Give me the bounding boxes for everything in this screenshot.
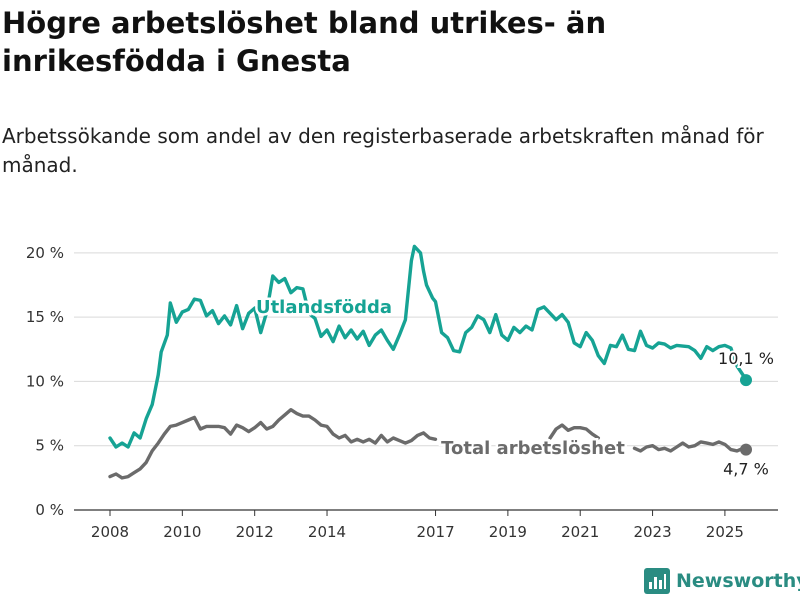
brand: Newsworthy xyxy=(644,568,800,594)
utlandsfodda-line xyxy=(108,244,748,449)
x-tick-label: 2025 xyxy=(706,523,744,541)
y-tick-label: 10 % xyxy=(26,372,64,390)
y-tick-label: 15 % xyxy=(26,308,64,326)
total-end-label: 4,7 % xyxy=(723,460,769,479)
brand-name: Newsworthy xyxy=(676,570,800,592)
x-tick-label: 2008 xyxy=(91,523,129,541)
chart-title: Högre arbetslöshet bland utrikes- än inr… xyxy=(2,6,607,78)
utlandsfodda-end-label: 10,1 % xyxy=(718,349,774,368)
y-tick-labels: 0 % 5 % 10 % 15 % 20 % xyxy=(26,244,64,519)
total-series-label: Total arbetslöshet xyxy=(441,438,625,459)
y-tick-label: 0 % xyxy=(35,501,64,519)
x-tick-label: 2010 xyxy=(163,523,201,541)
total-end-dot xyxy=(740,443,752,456)
x-tick-label: 2021 xyxy=(561,523,599,541)
chart-subtitle: Arbetssökande som andel av den registerb… xyxy=(2,124,764,177)
utlandsfodda-series-label: Utlandsfödda xyxy=(256,297,392,318)
total-line xyxy=(548,423,600,440)
newsworthy-logo-icon xyxy=(644,568,670,594)
y-tick-label: 5 % xyxy=(35,437,64,455)
total-line xyxy=(108,408,438,480)
x-tick-label: 2023 xyxy=(633,523,671,541)
total-line xyxy=(632,440,748,453)
x-tick-label: 2017 xyxy=(416,523,454,541)
grid-lines xyxy=(74,252,778,511)
x-tick-label: 2019 xyxy=(489,523,527,541)
x-tick-label: 2014 xyxy=(308,523,346,541)
series-labels: 10,1 % 4,7 % Utlandsfödda Total arbetslöshe… xyxy=(253,295,776,481)
utlandsfodda-end-dot xyxy=(740,374,752,387)
series-lines xyxy=(108,244,752,480)
x-tick-label: 2012 xyxy=(236,523,274,541)
y-tick-label: 20 % xyxy=(26,244,64,262)
x-tick-labels: 2008 2010 2012 2014 2017 2019 2021 2023 2025 xyxy=(91,510,744,541)
